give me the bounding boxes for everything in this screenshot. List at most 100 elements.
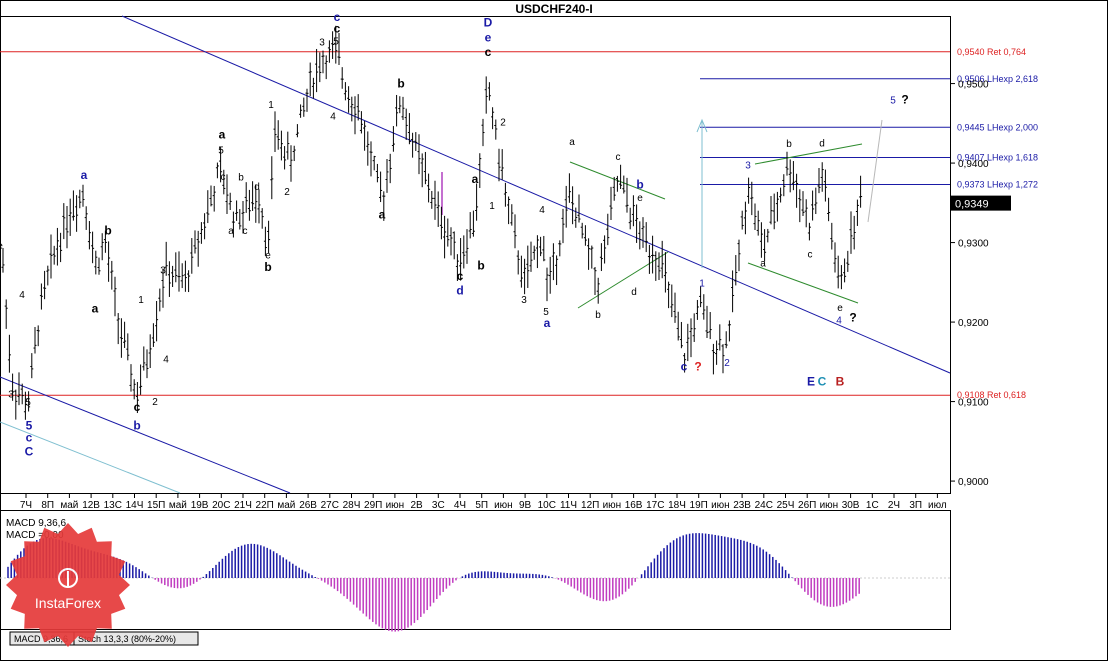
- price-bar: [52, 245, 56, 265]
- price-bar: [75, 195, 79, 232]
- price-bar: [619, 164, 623, 189]
- price-bar: [657, 252, 661, 280]
- x-tick-label: 20С: [212, 500, 230, 511]
- price-bar: [497, 148, 501, 182]
- wave-label: 2: [724, 358, 730, 369]
- price-bar: [641, 217, 645, 248]
- wave-label: b: [636, 178, 643, 192]
- price-bar: [379, 171, 383, 203]
- wave-label: c: [134, 400, 141, 414]
- price-bar: [555, 255, 559, 286]
- price-bar: [628, 207, 632, 230]
- price-bar: [526, 245, 530, 288]
- wave-label: c: [26, 430, 33, 444]
- tab-stoch[interactable]: Stoch 13,3,3 (80%-20%): [78, 634, 176, 644]
- price-bar: [737, 239, 741, 272]
- x-tick-label: 22П: [256, 500, 274, 511]
- wave-label: 1: [489, 201, 495, 212]
- price-bar: [759, 222, 763, 258]
- price-bar: [33, 326, 37, 354]
- price-bar: [574, 207, 578, 228]
- wave-label: 5: [890, 95, 896, 106]
- x-tick-label: 4Ч: [454, 500, 466, 511]
- wave-label: e: [837, 303, 843, 314]
- price-bar: [449, 227, 453, 256]
- price-bar: [343, 82, 347, 101]
- price-bar: [481, 118, 485, 147]
- wave-label: C: [818, 375, 827, 389]
- price-bar: [769, 195, 773, 225]
- price-bar: [39, 283, 43, 310]
- price-bar: [107, 241, 111, 282]
- y-tick-label: 0,9100: [958, 398, 989, 409]
- main-downtrend-line: [121, 15, 951, 374]
- price-bar: [612, 176, 616, 201]
- price-bar: [670, 284, 674, 318]
- price-bar: [417, 134, 421, 175]
- price-bar: [654, 251, 658, 281]
- price-bar: [564, 185, 568, 228]
- x-tick-label: 1С: [866, 500, 879, 511]
- price-bar: [427, 173, 431, 203]
- wave-label: c: [334, 22, 341, 36]
- price-bar: [830, 222, 834, 250]
- price-bars: [1, 25, 863, 420]
- x-tick-label: 29П: [364, 500, 382, 511]
- price-bar: [545, 267, 549, 302]
- wave-label: e: [0, 241, 3, 252]
- price-bar: [494, 119, 498, 140]
- price-bar: [635, 204, 639, 243]
- x-tick-label: июн: [494, 500, 513, 511]
- x-tick-label: май: [277, 500, 295, 511]
- wave-label: 5: [333, 37, 339, 48]
- price-bar: [126, 333, 130, 361]
- price-bar: [727, 320, 731, 342]
- price-bar: [68, 198, 72, 236]
- price-bar: [676, 311, 680, 341]
- price-bar: [251, 181, 255, 211]
- price-bar: [798, 189, 802, 223]
- x-tick-label: 17С: [646, 500, 664, 511]
- price-bar: [97, 257, 101, 275]
- light-channel-line: [0, 421, 181, 494]
- wave-label: 1: [699, 278, 705, 289]
- wave-label: a: [379, 208, 386, 222]
- price-bar: [439, 206, 443, 240]
- wave-label: 3: [521, 295, 527, 306]
- price-bar: [14, 389, 18, 420]
- price-bar: [215, 162, 219, 179]
- price-bar: [452, 231, 456, 260]
- price-bar: [782, 174, 786, 197]
- price-bar: [788, 159, 792, 193]
- price-bar: [87, 221, 91, 250]
- price-bar: [129, 364, 133, 392]
- price-bar: [241, 201, 245, 234]
- price-bar: [71, 190, 75, 221]
- x-tick-label: июн: [386, 500, 405, 511]
- x-tick-label: 2В: [410, 500, 423, 511]
- x-tick-label: май: [169, 500, 187, 511]
- x-tick-label: 21Ч: [234, 500, 252, 511]
- logo-text: InstaForex: [35, 595, 101, 611]
- x-tick-label: 25Ч: [777, 500, 795, 511]
- price-bar: [580, 222, 584, 239]
- price-bar: [391, 126, 395, 152]
- price-bar: [46, 265, 50, 286]
- price-bar: [795, 173, 799, 208]
- wave-label: d: [254, 182, 260, 193]
- price-bar: [123, 321, 127, 348]
- price-bar: [212, 185, 216, 212]
- price-bar: [366, 131, 370, 166]
- price-bar: [65, 205, 69, 249]
- wave-label: 2: [152, 397, 158, 408]
- price-bar: [855, 199, 859, 226]
- price-bar: [801, 191, 805, 217]
- x-tick-label: 24С: [755, 500, 773, 511]
- price-bar: [228, 192, 232, 210]
- price-bar: [219, 146, 223, 183]
- wave-label: 5: [25, 398, 31, 409]
- tab-macd[interactable]: MACD 9,36,6: [14, 634, 68, 644]
- price-bar: [30, 353, 34, 379]
- wave-label: C: [25, 445, 34, 459]
- price-bar: [331, 31, 335, 59]
